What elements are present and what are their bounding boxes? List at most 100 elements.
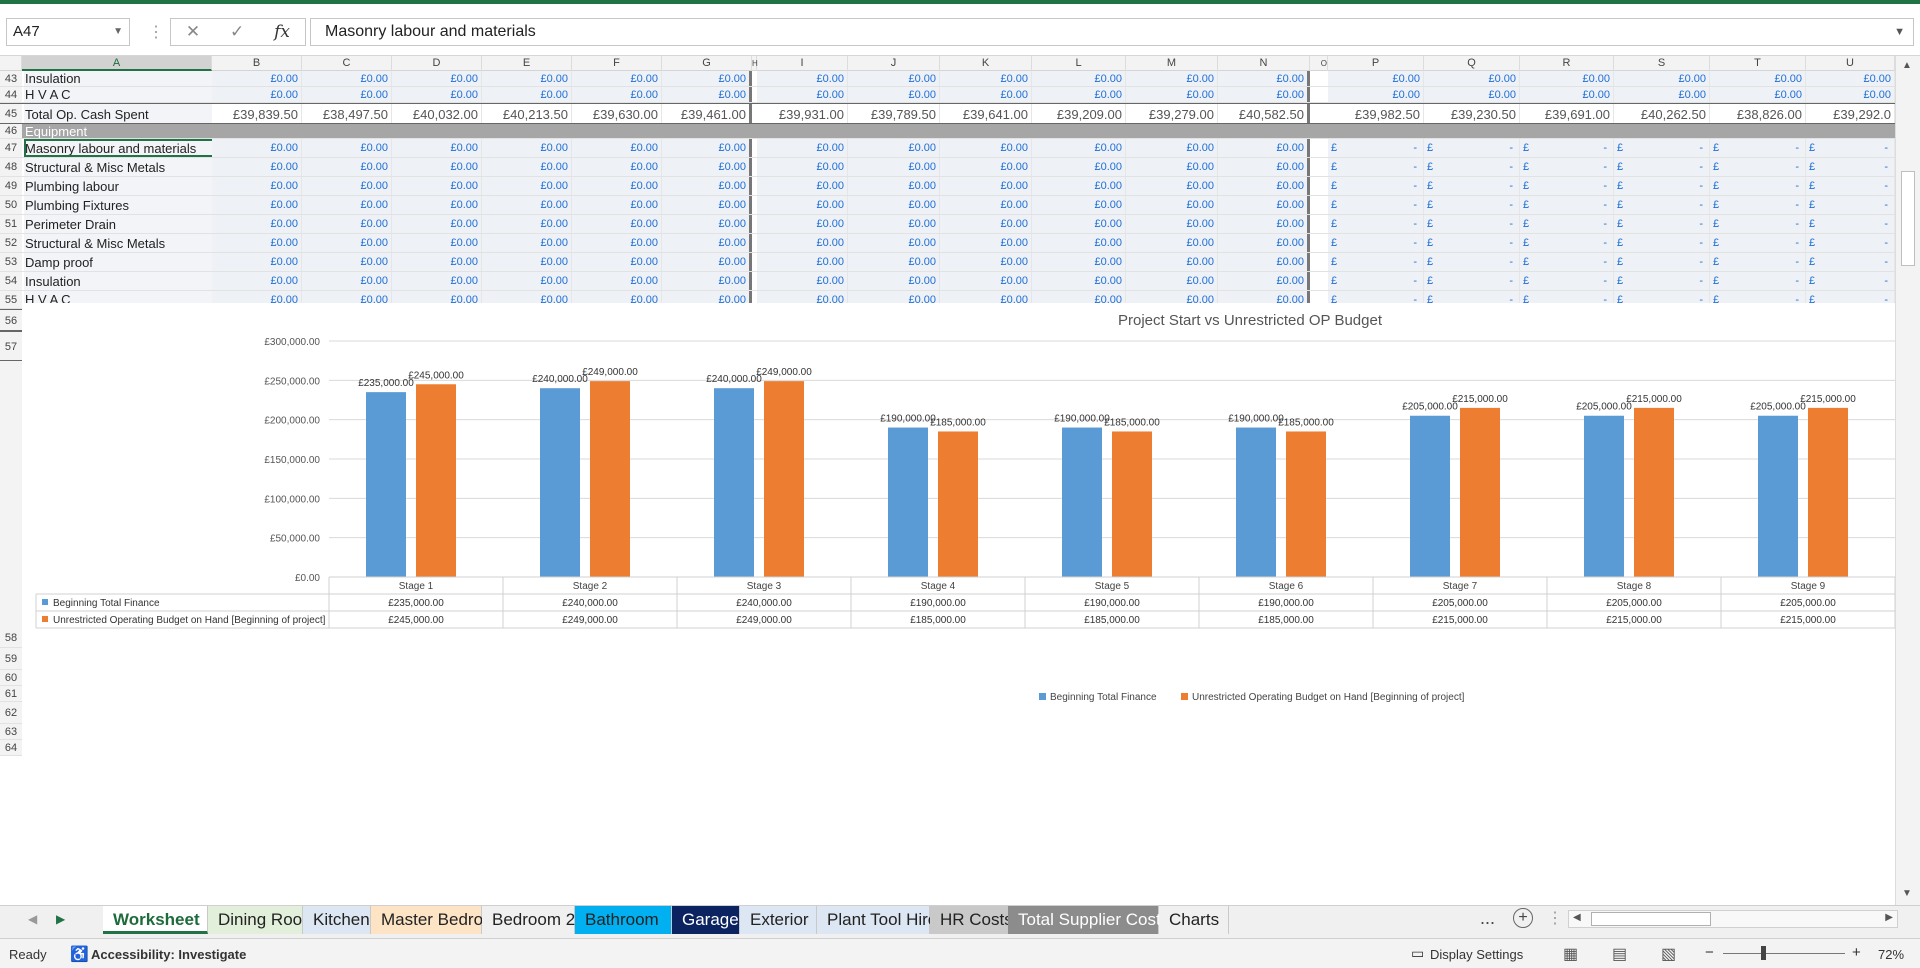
cell-d44[interactable]: £0.00 bbox=[392, 87, 482, 102]
tab-scroll-left-icon[interactable]: ◀ bbox=[28, 912, 38, 926]
cell-k51[interactable]: £0.00 bbox=[940, 215, 1032, 233]
cell-q44[interactable]: £0.00 bbox=[1424, 87, 1520, 102]
row-header-43[interactable]: 43 bbox=[0, 71, 22, 86]
cell-c54[interactable]: £0.00 bbox=[302, 272, 392, 290]
cell-n45[interactable]: £40,582.50 bbox=[1218, 104, 1310, 123]
cell-t48[interactable]: £ - bbox=[1710, 158, 1806, 176]
cell-b53[interactable]: £0.00 bbox=[212, 253, 302, 271]
cell-e54[interactable]: £0.00 bbox=[482, 272, 572, 290]
expand-formula-icon[interactable]: ▼ bbox=[1894, 26, 1905, 38]
cell-s54[interactable]: £ - bbox=[1614, 272, 1710, 290]
tab-charts[interactable]: Charts bbox=[1159, 906, 1229, 934]
cell-j43[interactable]: £0.00 bbox=[848, 71, 940, 86]
chevron-down-icon[interactable]: ▼ bbox=[113, 26, 123, 37]
cell-j44[interactable]: £0.00 bbox=[848, 87, 940, 102]
cell-q49[interactable]: £ - bbox=[1424, 177, 1520, 195]
cell-f44[interactable]: £0.00 bbox=[572, 87, 662, 102]
cell-r43[interactable]: £0.00 bbox=[1520, 71, 1614, 86]
cell-c52[interactable]: £0.00 bbox=[302, 234, 392, 252]
cell-c51[interactable]: £0.00 bbox=[302, 215, 392, 233]
column-header-r[interactable]: R bbox=[1520, 56, 1614, 71]
cell-q47[interactable]: £ - bbox=[1424, 139, 1520, 157]
cell-i44[interactable]: £0.00 bbox=[757, 87, 848, 102]
row-header-63[interactable]: 63 bbox=[0, 724, 22, 739]
cell-q45[interactable]: £39,230.50 bbox=[1424, 104, 1520, 123]
cell-e50[interactable]: £0.00 bbox=[482, 196, 572, 214]
cell-i48[interactable]: £0.00 bbox=[757, 158, 848, 176]
row-header-48[interactable]: 48 bbox=[0, 158, 22, 176]
cell-c43[interactable]: £0.00 bbox=[302, 71, 392, 86]
cell-g53[interactable]: £0.00 bbox=[662, 253, 752, 271]
row-label[interactable]: Insulation bbox=[24, 71, 212, 86]
column-header-d[interactable]: D bbox=[392, 56, 482, 71]
row-header-56[interactable]: 56 bbox=[0, 310, 22, 330]
column-header-q[interactable]: Q bbox=[1424, 56, 1520, 71]
cell-u51[interactable]: £ - bbox=[1806, 215, 1895, 233]
scroll-down-icon[interactable]: ▼ bbox=[1902, 888, 1912, 899]
cell-t49[interactable]: £ - bbox=[1710, 177, 1806, 195]
cell-e45[interactable]: £40,213.50 bbox=[482, 104, 572, 123]
hscroll-left-icon[interactable]: ◀ bbox=[1573, 912, 1581, 923]
column-header-c[interactable]: C bbox=[302, 56, 392, 71]
cell-u43[interactable]: £0.00 bbox=[1806, 71, 1895, 86]
insert-function-icon[interactable]: fx bbox=[274, 22, 291, 42]
cell-i43[interactable]: £0.00 bbox=[757, 71, 848, 86]
row-header-59[interactable]: 59 bbox=[0, 648, 22, 669]
cell-f43[interactable]: £0.00 bbox=[572, 71, 662, 86]
cell-m50[interactable]: £0.00 bbox=[1126, 196, 1218, 214]
cell-q52[interactable]: £ - bbox=[1424, 234, 1520, 252]
row-header-54[interactable]: 54 bbox=[0, 272, 22, 290]
cell-i53[interactable]: £0.00 bbox=[757, 253, 848, 271]
tabs-more-button[interactable]: ... bbox=[1480, 908, 1496, 928]
cell-k49[interactable]: £0.00 bbox=[940, 177, 1032, 195]
cell-l47[interactable]: £0.00 bbox=[1032, 139, 1126, 157]
cell-p48[interactable]: £ - bbox=[1328, 158, 1424, 176]
column-header-u[interactable]: U bbox=[1806, 56, 1895, 71]
cell-r52[interactable]: £ - bbox=[1520, 234, 1614, 252]
tab-worksheet[interactable]: Worksheet bbox=[103, 906, 208, 934]
cell-s44[interactable]: £0.00 bbox=[1614, 87, 1710, 102]
cell-l53[interactable]: £0.00 bbox=[1032, 253, 1126, 271]
cell-b52[interactable]: £0.00 bbox=[212, 234, 302, 252]
cell-r50[interactable]: £ - bbox=[1520, 196, 1614, 214]
cell-i45[interactable]: £39,931.00 bbox=[757, 104, 848, 123]
cell-u50[interactable]: £ - bbox=[1806, 196, 1895, 214]
cell-s48[interactable]: £ - bbox=[1614, 158, 1710, 176]
cell-e52[interactable]: £0.00 bbox=[482, 234, 572, 252]
cell-r54[interactable]: £ - bbox=[1520, 272, 1614, 290]
row-header-51[interactable]: 51 bbox=[0, 215, 22, 233]
cell-b51[interactable]: £0.00 bbox=[212, 215, 302, 233]
cell-b49[interactable]: £0.00 bbox=[212, 177, 302, 195]
cell-b47[interactable]: £0.00 bbox=[212, 139, 302, 157]
column-header-t[interactable]: T bbox=[1710, 56, 1806, 71]
cell-u44[interactable]: £0.00 bbox=[1806, 87, 1895, 102]
cell-u47[interactable]: £ - bbox=[1806, 139, 1895, 157]
cell-i52[interactable]: £0.00 bbox=[757, 234, 848, 252]
cell-j49[interactable]: £0.00 bbox=[848, 177, 940, 195]
cell-d54[interactable]: £0.00 bbox=[392, 272, 482, 290]
cell-u53[interactable]: £ - bbox=[1806, 253, 1895, 271]
cell-g47[interactable]: £0.00 bbox=[662, 139, 752, 157]
cell-k53[interactable]: £0.00 bbox=[940, 253, 1032, 271]
cell-s51[interactable]: £ - bbox=[1614, 215, 1710, 233]
cell-q50[interactable]: £ - bbox=[1424, 196, 1520, 214]
cell-e47[interactable]: £0.00 bbox=[482, 139, 572, 157]
cell-r47[interactable]: £ - bbox=[1520, 139, 1614, 157]
cell-i49[interactable]: £0.00 bbox=[757, 177, 848, 195]
cell-f54[interactable]: £0.00 bbox=[572, 272, 662, 290]
name-box[interactable]: A47 ▼ bbox=[6, 18, 130, 46]
tab-plant-tool-hire[interactable]: Plant Tool Hire bbox=[817, 906, 937, 934]
cell-c45[interactable]: £38,497.50 bbox=[302, 104, 392, 123]
cell-f48[interactable]: £0.00 bbox=[572, 158, 662, 176]
cell-j45[interactable]: £39,789.50 bbox=[848, 104, 940, 123]
cell-k50[interactable]: £0.00 bbox=[940, 196, 1032, 214]
cell-m44[interactable]: £0.00 bbox=[1126, 87, 1218, 102]
cell-s50[interactable]: £ - bbox=[1614, 196, 1710, 214]
cell-b45[interactable]: £39,839.50 bbox=[212, 104, 302, 123]
cell-s43[interactable]: £0.00 bbox=[1614, 71, 1710, 86]
zoom-slider-thumb[interactable] bbox=[1761, 946, 1766, 960]
tab-master-bedroom[interactable]: Master Bedroom bbox=[371, 906, 507, 934]
tab-total-supplier-costs[interactable]: Total Supplier Costs bbox=[1008, 906, 1169, 934]
cell-f50[interactable]: £0.00 bbox=[572, 196, 662, 214]
cell-g54[interactable]: £0.00 bbox=[662, 272, 752, 290]
